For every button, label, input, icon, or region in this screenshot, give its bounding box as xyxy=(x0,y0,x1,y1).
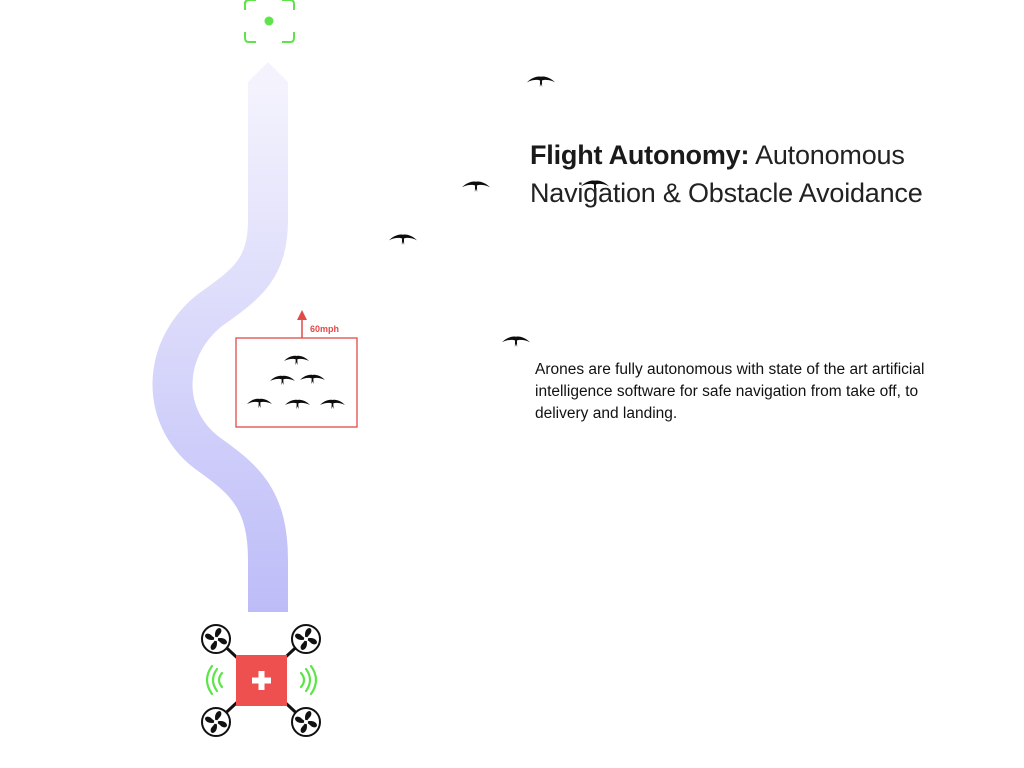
propeller-icon xyxy=(291,707,321,737)
bird-icon xyxy=(526,76,556,87)
target-reticle-icon xyxy=(244,0,295,43)
arrow-up-icon xyxy=(297,310,307,320)
description-text: Arones are fully autonomous with state o… xyxy=(535,361,925,422)
speed-label: 60mph xyxy=(310,324,339,334)
flight-path-arrow-tip xyxy=(248,62,288,82)
title-rest: Autonomous Navigation & Obstacle Avoidan… xyxy=(530,140,923,208)
obstacle-box: 60mph xyxy=(235,310,358,428)
page-title: Flight Autonomy: Autonomous Navigation &… xyxy=(530,136,970,212)
bird-icon xyxy=(320,399,345,410)
bird-icon xyxy=(270,375,295,386)
title-bold: Flight Autonomy: xyxy=(530,140,750,170)
bird-icon xyxy=(285,399,310,410)
bird-icon xyxy=(247,398,272,409)
propeller-icon xyxy=(201,707,231,737)
bird-icon xyxy=(461,181,491,192)
propeller-icon xyxy=(291,624,321,654)
bird-icon xyxy=(388,234,418,245)
drone-icon xyxy=(201,624,321,737)
bird-icon xyxy=(501,336,531,347)
bird-icon xyxy=(284,355,309,366)
signal-wave-icon xyxy=(205,664,318,696)
propeller-icon xyxy=(201,624,231,654)
flight-path xyxy=(152,82,288,612)
bird-icon xyxy=(300,374,325,385)
